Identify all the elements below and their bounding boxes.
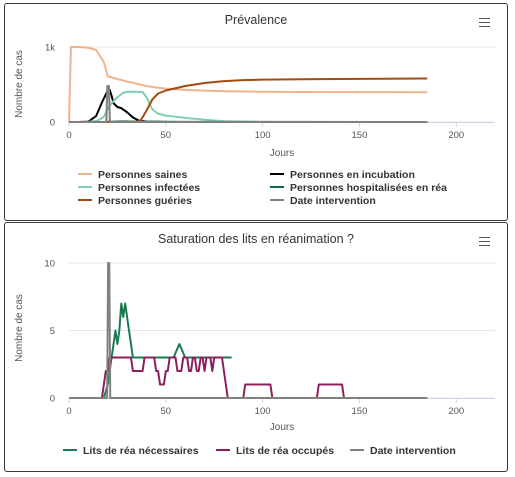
legend-swatch [78, 199, 92, 202]
x-tick-label: 100 [255, 406, 271, 417]
legend-swatch [63, 449, 77, 452]
chart-title: Prévalence [224, 13, 288, 27]
x-axis-title: Jours [270, 148, 294, 159]
prevalence-chart-panel: Prévalence 0 1k 0 50 100 150 200 Jours Nombre de… [4, 3, 508, 221]
series-line-1[interactable] [69, 88, 428, 123]
legend-swatch [78, 186, 92, 189]
series-line-5[interactable] [69, 85, 428, 123]
legend-item-hospitalisees[interactable]: Personnes hospitalisées en réa [270, 182, 447, 194]
legend-label: Lits de réa nécessaires [83, 445, 199, 457]
chart-menu-icon[interactable] [479, 237, 490, 246]
x-tick-label: 0 [66, 406, 71, 417]
y-tick-label: 10 [44, 259, 55, 270]
chart-menu-icon[interactable] [479, 18, 490, 27]
legend-swatch [216, 449, 230, 452]
y-axis-title: Nombre de cas [14, 50, 25, 118]
legend-label: Personnes hospitalisées en réa [290, 182, 447, 194]
legend-label: Lits de réa occupés [236, 445, 335, 457]
legend-label: Personnes guéries [98, 195, 192, 207]
legend-swatch [270, 199, 284, 202]
y-tick-label: 5 [50, 326, 55, 337]
legend-item-lits-necessaires[interactable]: Lits de réa nécessaires [63, 445, 199, 457]
legend-label: Personnes infectées [98, 182, 201, 194]
series-line-2[interactable] [69, 90, 428, 123]
legend-item-infectees[interactable]: Personnes infectées [78, 182, 200, 194]
x-tick-label: 0 [66, 130, 71, 141]
prevalence-plot: 0 1k 0 50 100 150 200 Jours Nombre de cas [14, 43, 495, 159]
x-tick-label: 50 [161, 130, 172, 141]
legend-label: Date intervention [290, 195, 376, 207]
y-axis-title: Nombre de cas [14, 294, 25, 362]
series-line-4[interactable] [69, 77, 428, 123]
legend-swatch [350, 449, 364, 452]
legend-swatch [78, 173, 92, 176]
legend-item-saines[interactable]: Personnes saines [78, 169, 187, 181]
x-axis-title: Jours [270, 422, 294, 433]
series-line-1[interactable] [69, 356, 428, 399]
y-tick-label: 0 [50, 394, 55, 405]
legend-label: Personnes en incubation [290, 169, 415, 181]
legend-item-date-intervention[interactable]: Date intervention [350, 445, 456, 457]
saturation-chart-panel: Saturation des lits en réanimation ? 0 5 1… [4, 222, 508, 472]
legend-swatch [270, 186, 284, 189]
y-tick-label: 1k [45, 43, 55, 54]
legend-swatch [270, 173, 284, 176]
legend-label: Personnes saines [98, 169, 188, 181]
x-tick-label: 50 [161, 406, 172, 417]
legend-item-lits-occupes[interactable]: Lits de réa occupés [216, 445, 334, 457]
x-tick-label: 100 [255, 130, 271, 141]
legend-item-incubation[interactable]: Personnes en incubation [270, 169, 415, 181]
legend-item-gueries[interactable]: Personnes guéries [78, 195, 192, 207]
series-line-0[interactable] [68, 46, 428, 123]
series-line-2[interactable] [69, 262, 428, 399]
legend-item-intervention[interactable]: Date intervention [270, 195, 376, 207]
x-tick-label: 200 [448, 130, 464, 141]
series-line-0[interactable] [69, 302, 232, 399]
chart-title: Saturation des lits en réanimation ? [158, 232, 354, 246]
x-tick-label: 150 [352, 130, 368, 141]
x-tick-label: 150 [352, 406, 368, 417]
x-tick-label: 200 [448, 406, 464, 417]
y-tick-label: 0 [50, 118, 55, 129]
legend-label: Date intervention [370, 445, 456, 457]
